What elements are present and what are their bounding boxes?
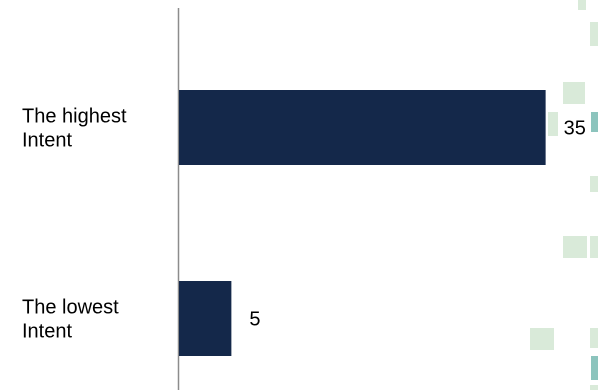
category-label-line: Intent xyxy=(22,130,72,152)
bar-1 xyxy=(179,281,232,356)
category-label-0: The highest Intent xyxy=(22,106,127,152)
value-labels: 35 5 xyxy=(249,118,586,331)
category-label-line: Intent xyxy=(22,321,72,343)
value-label-0: 35 xyxy=(564,118,586,140)
category-label-1: The lowest Intent xyxy=(22,297,119,343)
bars xyxy=(179,90,546,356)
bar-0 xyxy=(179,90,546,165)
category-label-line: The highest xyxy=(22,106,127,128)
value-label-1: 5 xyxy=(249,309,260,331)
background-decoration xyxy=(530,0,598,390)
category-label-line: The lowest xyxy=(22,297,119,319)
